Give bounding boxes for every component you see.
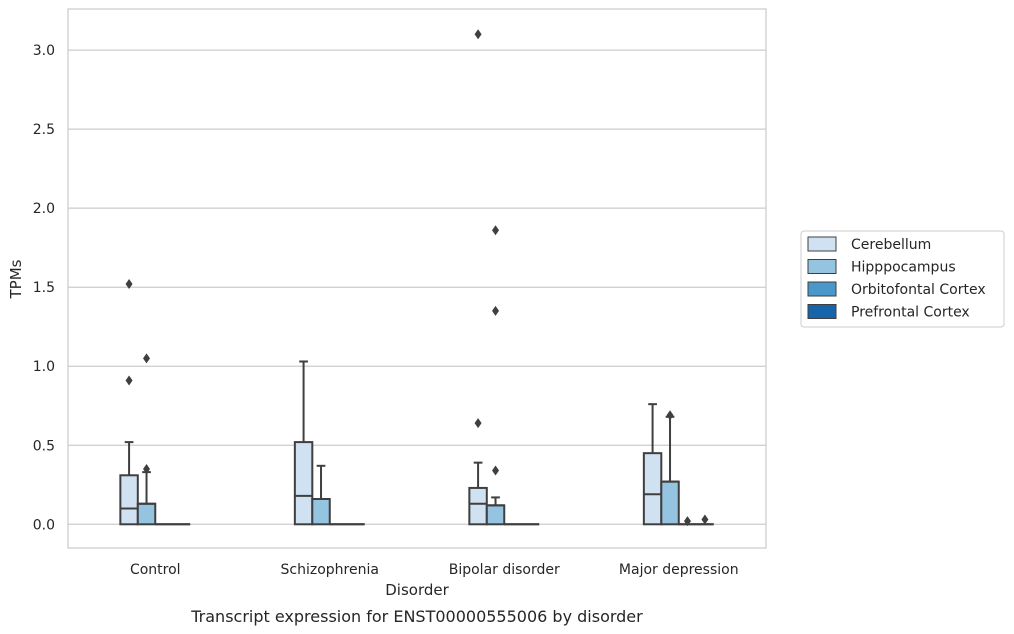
- box-rect: [485, 504, 506, 526]
- legend-swatch: [807, 259, 837, 274]
- x-tick-label: Schizophrenia: [281, 562, 379, 578]
- box-rect: [642, 452, 663, 526]
- y-tick-label: 0.0: [33, 517, 55, 533]
- outlier-point: [666, 410, 674, 421]
- legend-swatch: [807, 281, 837, 297]
- box-rect: [311, 498, 331, 526]
- box-rect: [660, 480, 680, 526]
- box-1-1: [311, 464, 331, 526]
- legend-swatch: [807, 304, 837, 319]
- outlier-point: [125, 279, 133, 290]
- legend-label: Orbitofontal Cortex: [851, 282, 986, 298]
- y-tick-label: 1.0: [33, 359, 55, 375]
- outlier-point: [492, 465, 500, 476]
- box-3-3: [696, 514, 714, 526]
- legend: Cerebellum Hipppocampus Orbitofontal Corte…: [800, 230, 1005, 328]
- outlier-point: [492, 225, 500, 236]
- y-tick-labels: 0.0 0.5 1.0 1.5 2.0 2.5 3.0: [33, 43, 55, 533]
- x-tick-label: Bipolar disorder: [449, 562, 560, 578]
- x-tick-label: Control: [130, 562, 181, 578]
- x-tick-label: Major depression: [619, 562, 739, 578]
- chart-caption: Transcript expression for ENST0000055500…: [190, 607, 643, 626]
- outlier-point: [683, 516, 691, 527]
- box-rect: [119, 474, 139, 526]
- box-rect: [293, 441, 314, 526]
- legend-label: Cerebellum: [851, 237, 931, 253]
- box-3-1: [660, 410, 680, 526]
- outlier-point: [492, 305, 500, 316]
- x-tick-labels: Control Schizophrenia Bipolar disorder Majo…: [130, 562, 739, 578]
- box-rect: [468, 486, 488, 526]
- box-1-0: [293, 360, 314, 526]
- outlier-point: [474, 418, 482, 429]
- outlier-point: [474, 29, 482, 40]
- box-3-0: [642, 403, 663, 526]
- legend-swatch: [807, 236, 837, 252]
- boxes: [119, 29, 714, 527]
- legend-label: Prefrontal Cortex: [851, 305, 970, 321]
- box-2-1: [485, 225, 506, 526]
- y-tick-label: 1.5: [33, 280, 55, 296]
- y-tick-label: 2.5: [33, 122, 55, 138]
- y-tick-label: 0.5: [33, 438, 55, 454]
- legend-label: Hipppocampus: [851, 260, 956, 276]
- outlier-point: [143, 353, 151, 364]
- box-0-0: [119, 279, 139, 526]
- grid-lines: [68, 49, 766, 525]
- outlier-point: [125, 375, 133, 386]
- box-rect: [136, 502, 157, 526]
- box-0-1: [136, 353, 157, 526]
- y-axis-title: TPMs: [7, 259, 25, 299]
- outlier-point: [143, 463, 151, 474]
- plot-frame: [67, 8, 767, 549]
- y-tick-label: 3.0: [33, 43, 55, 59]
- box-3-2: [678, 516, 697, 527]
- x-axis-title: Disorder: [385, 581, 449, 599]
- box-2-0: [468, 29, 488, 526]
- legend-frame: [800, 230, 1005, 328]
- outlier-point: [701, 514, 709, 525]
- y-tick-label: 2.0: [33, 201, 55, 217]
